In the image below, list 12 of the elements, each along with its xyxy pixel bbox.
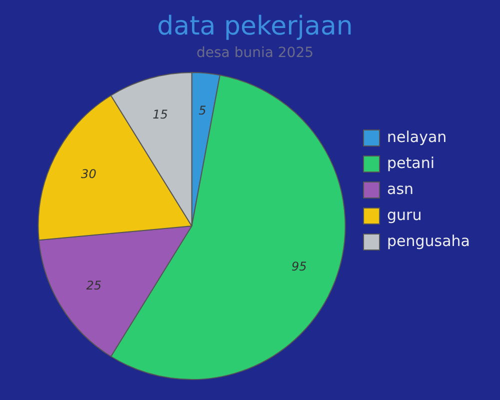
legend-label: nelayan: [387, 128, 447, 146]
data-label: 15: [152, 107, 168, 122]
chart-subtitle: desa bunia 2025: [196, 45, 314, 62]
legend-label: asn: [387, 180, 414, 198]
legend-label: pengusaha: [387, 232, 470, 250]
data-label: 30: [81, 166, 97, 181]
data-label: 5: [198, 103, 206, 118]
legend-label: petani: [387, 154, 435, 172]
legend-label: guru: [387, 206, 422, 224]
chart-title: data pekerjaan: [157, 11, 353, 42]
data-label: 25: [86, 278, 102, 293]
data-label: 95: [291, 260, 307, 274]
